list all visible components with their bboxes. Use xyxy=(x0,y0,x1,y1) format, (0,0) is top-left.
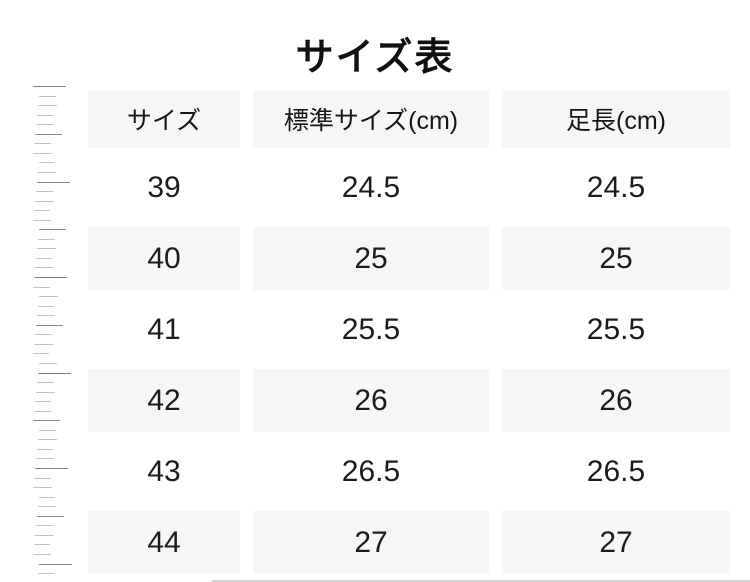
table-cell-standard-row0: 24.5 xyxy=(341,170,401,204)
table-cell-standard-row5: 27 xyxy=(253,511,489,574)
table-cell-standard-row1: 25 xyxy=(253,227,489,290)
column-header-standard: 標準サイズ(cm) xyxy=(253,90,489,148)
table-cell-foot-row1: 25 xyxy=(502,227,730,290)
column-header-foot: 足長(cm) xyxy=(502,90,730,148)
table-cell-foot-row3: 26 xyxy=(502,369,730,432)
table-cell-foot-row4: 26.5 xyxy=(586,454,646,488)
table-cell-standard-row2: 25.5 xyxy=(341,312,401,346)
table-cell-size-row5: 44 xyxy=(88,511,240,574)
column-header-size: サイズ xyxy=(88,90,240,148)
table-cell-size-row1: 40 xyxy=(88,227,240,290)
table-cell-foot-row0: 24.5 xyxy=(586,170,646,204)
bottom-edge-divider xyxy=(212,580,750,582)
table-cell-size-row3: 42 xyxy=(88,369,240,432)
table-cell-size-row0: 39 xyxy=(147,170,181,204)
table-cell-size-row4: 43 xyxy=(147,454,181,488)
table-cell-foot-row5: 27 xyxy=(502,511,730,574)
table-cell-foot-row2: 25.5 xyxy=(586,312,646,346)
table-cell-size-row2: 41 xyxy=(147,312,181,346)
table-cell-standard-row3: 26 xyxy=(253,369,489,432)
ruler-ticks-icon xyxy=(33,86,78,582)
page-title: サイズ表 xyxy=(295,37,455,79)
size-chart-table: サイズ 標準サイズ(cm) 足長(cm) 39 24.5 24.5 40 25 25 41 25.5… xyxy=(88,90,730,574)
table-cell-standard-row4: 26.5 xyxy=(341,454,401,488)
